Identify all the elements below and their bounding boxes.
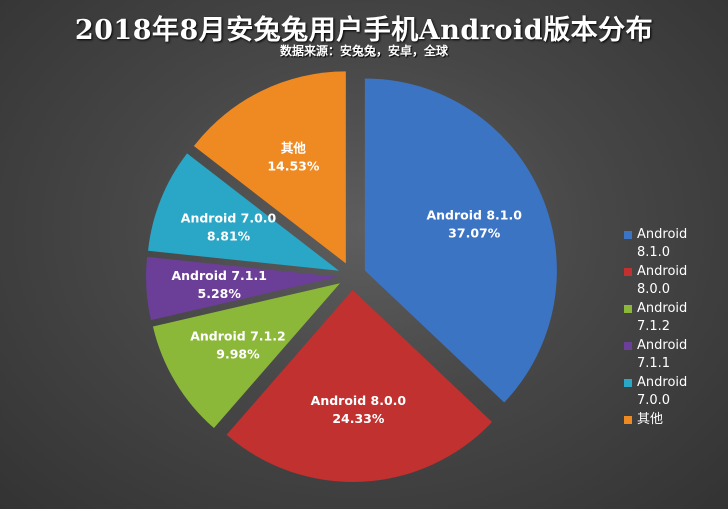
- legend-item-3: Android 7.1.1: [624, 337, 724, 373]
- slice-name-label-5: 其他: [281, 141, 307, 156]
- legend-label-1: Android 8.0.0: [637, 264, 688, 297]
- legend-item-4: Android 7.0.0: [624, 374, 724, 410]
- slice-value-label-3: 5.28%: [198, 286, 242, 301]
- pie-slice-5: [193, 71, 346, 264]
- legend-item-0: Android 8.1.0: [624, 226, 724, 262]
- legend-swatch-0: [624, 231, 632, 239]
- pie-slice-1: [226, 289, 493, 482]
- slice-name-label-0: Android 8.1.0: [426, 207, 522, 222]
- legend-label-3: Android 7.1.1: [637, 338, 688, 371]
- slice-value-label-2: 9.98%: [216, 347, 260, 362]
- legend-swatch-1: [624, 268, 632, 276]
- legend-label-2: Android 7.1.2: [637, 301, 688, 334]
- slice-name-label-3: Android 7.1.1: [171, 268, 266, 283]
- chart-title: 2018年8月安兔兔用户手机Android版本分布: [74, 15, 654, 46]
- pie-slice-3: [146, 256, 339, 321]
- pie-slice-0: [364, 78, 557, 403]
- legend-swatch-5: [624, 416, 632, 424]
- chart-legend: Android 8.1.0 Android 8.0.0 Android 7.1.2 A…: [624, 226, 724, 430]
- slice-value-label-1: 24.33%: [332, 411, 385, 426]
- slice-name-label-4: Android 7.0.0: [181, 211, 277, 226]
- slice-value-label-5: 14.53%: [267, 159, 320, 174]
- slice-name-label-2: Android 7.1.2: [190, 329, 285, 344]
- legend-swatch-2: [624, 305, 632, 313]
- legend-item-5: 其他: [624, 411, 724, 429]
- legend-swatch-4: [624, 379, 632, 387]
- legend-swatch-3: [624, 342, 632, 350]
- legend-label-0: Android 8.1.0: [637, 227, 688, 260]
- pie-slice-4: [148, 153, 340, 271]
- slice-value-label-0: 37.07%: [448, 225, 501, 240]
- pie-slice-2: [152, 283, 340, 429]
- legend-item-1: Android 8.0.0: [624, 263, 724, 299]
- legend-item-2: Android 7.1.2: [624, 300, 724, 336]
- legend-label-4: Android 7.0.0: [637, 375, 688, 408]
- chart-subtitle: 数据来源：安兔兔，安卓，全球: [279, 44, 448, 58]
- slice-name-label-1: Android 8.0.0: [311, 393, 407, 408]
- legend-label-5: 其他: [637, 412, 664, 427]
- slice-value-label-4: 8.81%: [207, 229, 251, 244]
